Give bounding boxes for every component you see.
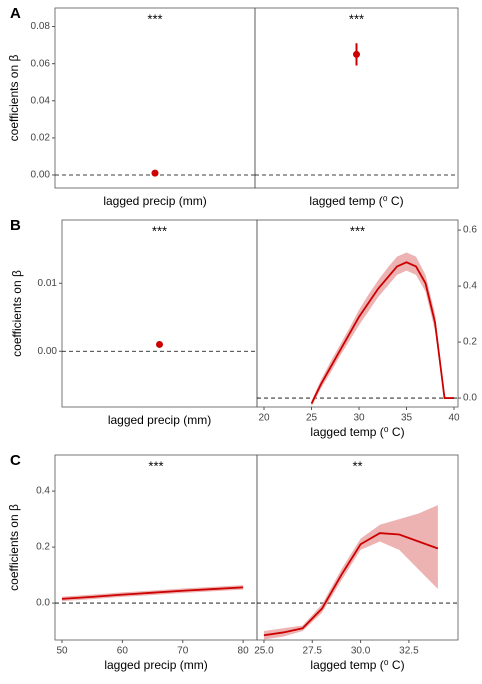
confidence-band [263,505,438,640]
y-axis-label: coefficients on β [10,270,24,357]
line [61,586,244,600]
y-axis-label: coefficients on β [7,504,21,591]
x-tick-label: 80 [238,646,250,657]
significance: *** [148,458,163,473]
y-axis-label: coefficients on β [7,55,21,142]
significance: *** [147,11,162,26]
y-tick-label: 0.04 [31,95,51,106]
significance: ** [352,458,362,473]
x-axis-label: lagged precip (mm) [103,194,206,208]
line [263,532,439,637]
panel-frame [61,219,258,408]
y-tick-label: 0.0 [36,598,50,609]
y-tick-label: 0.00 [31,170,51,181]
x-tick-label: 25 [306,413,318,424]
y-tick-label: 0.6 [463,225,477,236]
x-tick-label: 70 [177,646,189,657]
y-tick-label: 0.4 [36,486,50,497]
point [156,340,163,348]
panel-frame [256,454,459,641]
panel-letter: B [10,217,21,234]
x-tick-label: 32.5 [399,646,419,657]
x-tick-label: 60 [117,646,129,657]
x-axis-label: lagged precip (mm) [108,413,211,427]
significance: *** [350,223,365,238]
x-tick-label: 20 [258,413,270,424]
x-axis-label: lagged temp (⁰ C) [310,425,404,439]
y-tick-label: 0.2 [36,542,50,553]
x-tick-label: 50 [56,646,68,657]
significance: *** [349,11,364,26]
panel-frame [54,454,258,641]
y-tick-label: 0.01 [38,278,58,289]
y-tick-label: 0.0 [463,393,477,404]
y-tick-label: 0.06 [31,58,51,69]
y-tick-label: 0.2 [463,337,477,348]
y-tick-label: 0.00 [38,346,58,357]
x-axis-label: lagged temp (⁰ C) [309,194,403,208]
x-tick-label: 27.5 [303,646,323,657]
panel-frame [54,7,256,189]
x-tick-label: 30 [353,413,365,424]
line [310,261,455,405]
x-axis-label: lagged precip (mm) [104,658,207,672]
point [151,169,159,177]
panel-frame [254,7,459,189]
confidence-band [311,252,455,407]
x-tick-label: 30.0 [351,646,371,657]
panel-letter: C [10,452,21,469]
y-tick-label: 0.02 [31,133,51,144]
point [353,50,360,58]
significance: *** [152,223,167,238]
y-tick-label: 0.4 [463,281,477,292]
panel-letter: A [10,5,21,22]
x-tick-label: 25.0 [254,646,274,657]
panel-frame [256,219,459,408]
x-axis-label: lagged temp (⁰ C) [310,658,404,672]
x-tick-label: 40 [448,413,460,424]
x-tick-label: 35 [401,413,413,424]
y-tick-label: 0.08 [31,21,51,32]
